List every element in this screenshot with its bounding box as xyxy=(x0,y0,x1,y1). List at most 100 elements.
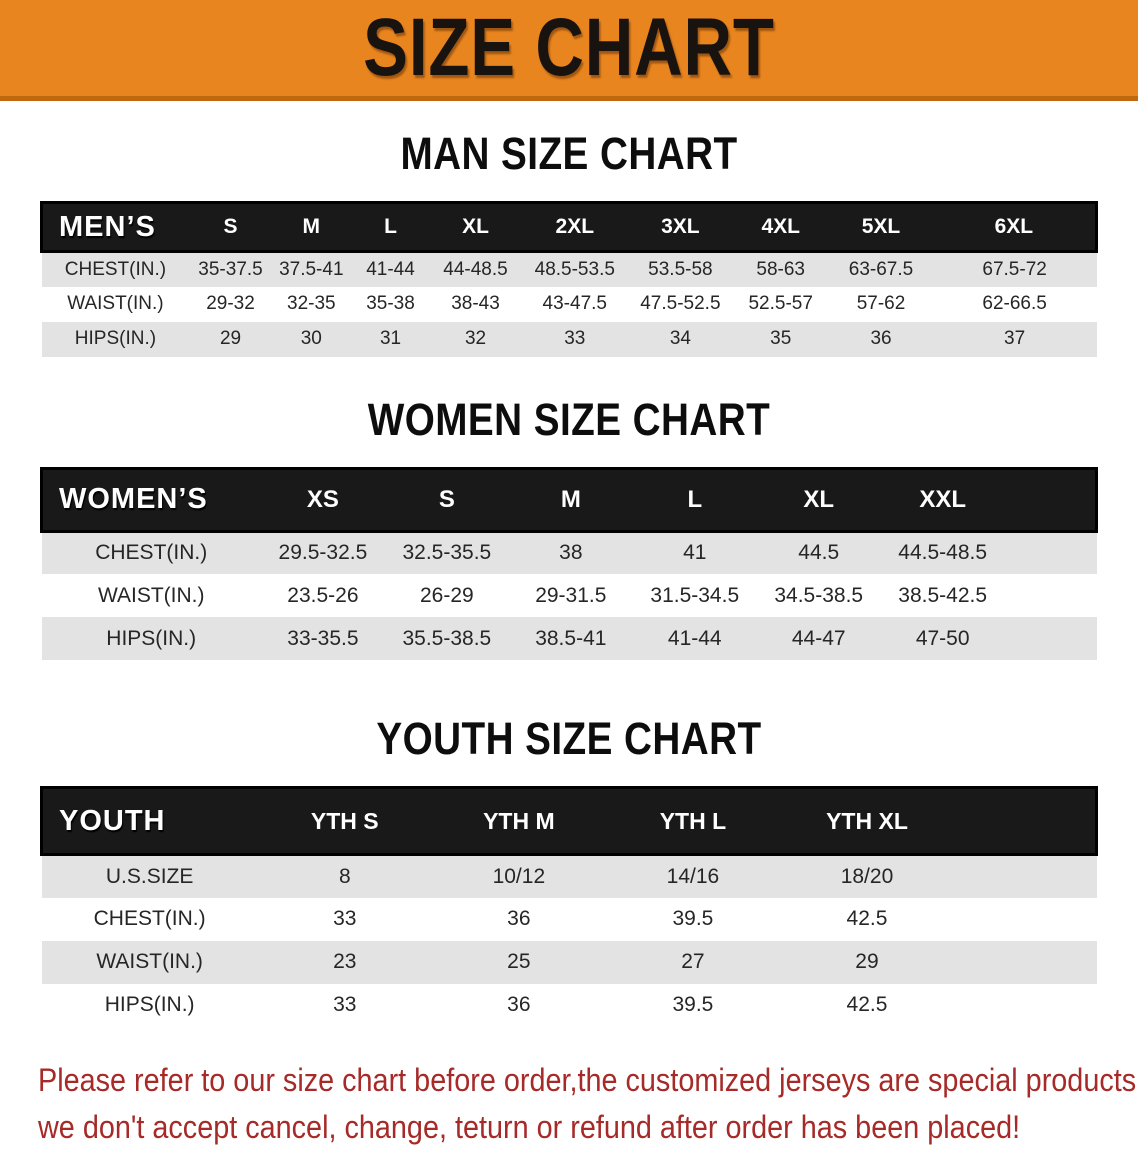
spacer-cell xyxy=(1004,466,1098,533)
measurement-value-cell: 44.5-48.5 xyxy=(898,541,988,565)
measurement-value-cell: 42.5 xyxy=(846,993,888,1016)
measurement-value-cell: 32 xyxy=(464,328,487,349)
size-column-header: 6XL xyxy=(932,201,1098,253)
youth-size-section: YOUTH SIZE CHART YOUTH YTH S YTH M YTH L YTH… xyxy=(0,716,1138,1027)
measurement-value-cell: 38.5-42.5 xyxy=(898,583,988,607)
measurement-value-cell: 36 xyxy=(507,993,531,1016)
row-label-cell: WAIST(IN.) xyxy=(67,293,164,314)
measurement-value-cell: 23.5-26 xyxy=(287,583,359,607)
measurement-value-cell: 29-31.5 xyxy=(535,583,607,607)
table-title-cell: WOMEN’S xyxy=(39,466,261,533)
table-title-cell: YOUTH xyxy=(39,786,258,856)
row-label-cell: CHEST(IN.) xyxy=(93,907,206,930)
measurement-value-cell: 53.5-58 xyxy=(648,258,713,280)
spacer-cell xyxy=(954,855,1096,898)
measurement-value-cell: 41-44 xyxy=(366,258,415,280)
measurement-value-cell: 35-38 xyxy=(366,293,415,314)
measurement-row: U.S.SIZE 8 10/12 14/16 18/20 xyxy=(41,854,1097,898)
size-column-header: XS xyxy=(260,466,385,533)
order-notice: Please refer to our size chart before or… xyxy=(38,1057,1138,1151)
size-column-header: S xyxy=(189,201,272,253)
measurement-value-cell: 36 xyxy=(870,328,892,349)
size-column-header: M xyxy=(508,466,633,533)
order-notice-line-2: we don't accept cancel, change, teturn o… xyxy=(38,1108,1021,1145)
measurement-value-cell: 48.5-53.5 xyxy=(534,258,615,280)
banner: SIZE CHART xyxy=(0,0,1138,101)
table-title-cell: MEN’S xyxy=(40,201,190,253)
measurement-value-cell: 34 xyxy=(669,328,691,349)
size-column-header: XL xyxy=(756,466,881,533)
size-column-header: XL xyxy=(430,201,521,253)
measurement-value-cell: 44-47 xyxy=(791,626,846,650)
spacer-cell xyxy=(954,898,1096,941)
measurement-value-cell: 32-35 xyxy=(287,293,336,314)
measurement-row: CHEST(IN.) 35-37.5 37.5-41 41-44 44-48.5 48.5… xyxy=(41,251,1097,287)
spacer-cell xyxy=(954,984,1096,1027)
size-column-header: L xyxy=(632,466,757,533)
size-header-row: WOMEN’S XS S M L XL XXL xyxy=(39,466,1098,533)
measurement-value-cell: 38.5-41 xyxy=(535,626,607,650)
measurement-value-cell: 44.5 xyxy=(798,541,840,565)
measurement-value-cell: 23 xyxy=(333,950,357,973)
youth-section-heading: YOUTH SIZE CHART xyxy=(376,713,762,764)
measurement-value-cell: 33 xyxy=(564,328,586,349)
size-column-header: 3XL xyxy=(628,201,733,253)
measurement-value-cell: 37.5-41 xyxy=(279,258,344,280)
measurement-value-cell: 37 xyxy=(1004,328,1026,349)
size-column-header: 2XL xyxy=(520,201,629,253)
row-label-cell: CHEST(IN.) xyxy=(64,258,167,280)
spacer-cell xyxy=(954,941,1096,984)
measurement-value-cell: 14/16 xyxy=(666,864,720,888)
order-notice-line-1: Please refer to our size chart before or… xyxy=(38,1061,1138,1098)
row-label-cell: HIPS(IN.) xyxy=(104,993,195,1016)
measurement-row: HIPS(IN.) 33-35.5 35.5-38.5 38.5-41 41-44 44-… xyxy=(41,617,1097,660)
measurement-value-cell: 36 xyxy=(507,907,531,930)
measurement-value-cell: 33 xyxy=(333,993,357,1016)
size-column-header: 4XL xyxy=(732,201,830,253)
measurement-value-cell: 31.5-34.5 xyxy=(650,583,740,607)
measurement-value-cell: 30 xyxy=(300,328,322,349)
spacer-cell xyxy=(954,786,1099,856)
size-column-header: YTH S xyxy=(257,786,432,856)
measurement-value-cell: 31 xyxy=(379,328,402,349)
measurement-row: WAIST(IN.) 29-32 32-35 35-38 38-43 43-47.5 47.… xyxy=(41,286,1097,322)
row-label-cell: HIPS(IN.) xyxy=(74,328,157,349)
measurement-value-cell: 63-67.5 xyxy=(848,258,914,280)
measurement-row: CHEST(IN.) 29.5-32.5 32.5-35.5 38 41 44.5 44.5… xyxy=(41,531,1097,574)
measurement-row: WAIST(IN.) 23 25 27 29 xyxy=(41,940,1097,984)
measurement-value-cell: 35 xyxy=(770,328,792,349)
measurement-value-cell: 35.5-38.5 xyxy=(402,626,492,650)
measurement-value-cell: 34.5-38.5 xyxy=(774,583,864,607)
spacer-cell xyxy=(1005,617,1097,660)
row-label-cell: WAIST(IN.) xyxy=(97,583,205,607)
measurement-value-cell: 29-32 xyxy=(206,293,255,314)
measurement-value-cell: 44-48.5 xyxy=(443,258,508,280)
measurement-value-cell: 47.5-52.5 xyxy=(640,293,721,314)
size-column-header: M xyxy=(271,201,351,253)
measurement-row: HIPS(IN.) 33 36 39.5 42.5 xyxy=(41,983,1097,1027)
spacer-cell xyxy=(1005,574,1097,617)
size-column-header: XXL xyxy=(880,466,1005,533)
measurement-value-cell: 26-29 xyxy=(420,583,474,607)
measurement-value-cell: 47-50 xyxy=(915,626,970,650)
measurement-value-cell: 29.5-32.5 xyxy=(278,541,368,565)
women-section-heading: WOMEN SIZE CHART xyxy=(367,393,771,445)
measurement-value-cell: 29 xyxy=(219,328,242,349)
measurement-value-cell: 27 xyxy=(681,950,705,973)
men-size-section: MAN SIZE CHART MEN’S S M L XL 2XL 3XL 4XL 5XL 6XL… xyxy=(0,131,1138,357)
measurement-value-cell: 58-63 xyxy=(756,258,805,280)
size-column-header: 5XL xyxy=(829,201,933,253)
measurement-value-cell: 18/20 xyxy=(840,864,894,888)
measurement-value-cell: 41-44 xyxy=(667,626,722,650)
size-column-header: S xyxy=(384,466,509,533)
measurement-value-cell: 32.5-35.5 xyxy=(402,541,492,565)
measurement-value-cell: 33-35.5 xyxy=(287,626,359,650)
measurement-value-cell: 52.5-57 xyxy=(748,293,813,314)
men-section-heading: MAN SIZE CHART xyxy=(400,128,738,179)
measurement-value-cell: 10/12 xyxy=(492,864,546,888)
measurement-value-cell: 67.5-72 xyxy=(982,258,1047,280)
measurement-row: HIPS(IN.) 29 30 31 32 33 34 35 36 37 xyxy=(41,321,1097,357)
measurement-value-cell: 39.5 xyxy=(672,907,714,930)
measurement-value-cell: 62-66.5 xyxy=(982,293,1047,314)
